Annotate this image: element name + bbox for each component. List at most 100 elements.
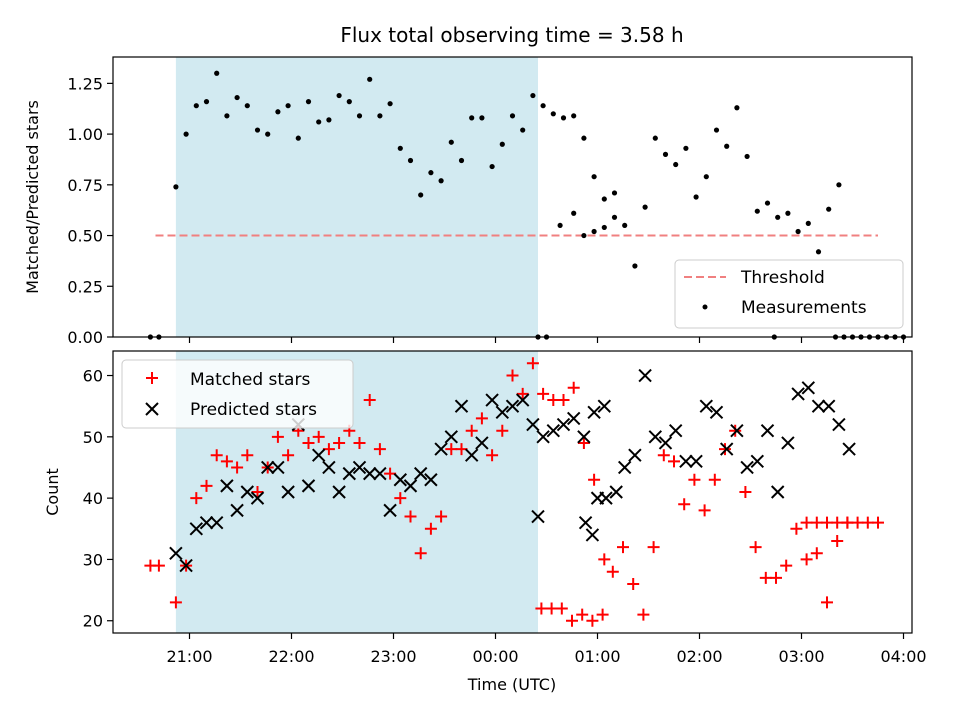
legend-predicted-label: Predicted stars — [190, 400, 317, 420]
y-tick-label: 20 — [83, 612, 103, 631]
predicted-star-point — [719, 442, 734, 456]
y-tick-label: 1.25 — [67, 74, 103, 93]
observing-window-shade — [175, 57, 538, 337]
measurement-point — [224, 113, 230, 119]
matched-star-point — [200, 479, 213, 492]
predicted-star-point — [842, 442, 856, 456]
measurement-point — [244, 103, 250, 109]
matched-star-point — [190, 492, 203, 505]
measurement-point — [336, 92, 342, 99]
predicted-star-point — [240, 485, 255, 499]
matched-star-point — [800, 516, 813, 529]
matched-star-point — [861, 516, 874, 529]
matched-star-point — [384, 467, 397, 480]
bottom-legend-box — [121, 359, 354, 429]
measurement-point — [611, 190, 618, 196]
predicted-star-point — [801, 381, 816, 395]
matched-star-point — [647, 541, 660, 554]
measurement-point — [387, 101, 393, 107]
measurement-point — [254, 127, 261, 133]
matched-star-point — [231, 461, 244, 474]
measurement-point — [479, 115, 485, 121]
matched-star-point — [475, 412, 488, 425]
y-tick-label: 50 — [83, 428, 103, 447]
y-tick-label: 0.00 — [67, 328, 103, 347]
x-tick-label: 04:00 — [880, 647, 926, 666]
predicted-star-point — [342, 466, 357, 481]
predicted-star-point — [362, 466, 377, 481]
predicted-star-point — [260, 460, 275, 475]
predicted-star-point — [709, 405, 724, 420]
matched-star-point — [535, 602, 548, 615]
measurement-point — [173, 184, 179, 190]
measurement-point — [530, 92, 536, 99]
measurement-point — [540, 103, 546, 109]
measurement-point — [214, 70, 220, 76]
measurement-point — [642, 204, 648, 210]
top-legend-box — [674, 259, 904, 329]
matched-star-point — [455, 443, 468, 456]
matched-legend-marker — [146, 372, 158, 384]
predicted-star-point — [424, 473, 438, 487]
predicted-star-point — [609, 485, 623, 499]
top-panel: 0.00 0.25 0.50 0.75 1.00 1.25 Matched/Predict… — [23, 56, 913, 347]
y-tick-label: 30 — [83, 550, 103, 569]
measurement-point — [397, 145, 403, 151]
top-y-axis-label: Matched/Predicted stars — [23, 100, 42, 294]
measurement-point — [557, 222, 563, 229]
matched-star-point — [678, 498, 691, 511]
predicted-star-point — [577, 430, 591, 444]
predicted-star-point — [383, 503, 397, 518]
matched-star-point — [526, 357, 539, 370]
measurement-point — [469, 115, 475, 121]
measurement-point — [438, 178, 444, 184]
predicted-star-point — [444, 430, 459, 444]
matched-star-point — [445, 443, 458, 456]
matched-star-point — [800, 553, 813, 566]
measurement-point — [713, 127, 720, 133]
predicted-star-point — [189, 522, 204, 536]
matched-star-point — [637, 608, 650, 621]
top-axes-frame — [112, 56, 913, 338]
predicted-star-point — [515, 393, 530, 407]
measurement-point — [295, 135, 301, 141]
measurement-point — [622, 222, 628, 229]
measurement-point — [193, 103, 199, 109]
y-tick-label: 1.00 — [67, 125, 103, 144]
predicted-star-point — [393, 473, 408, 487]
predicted-star-point — [281, 485, 295, 499]
matched-star-point — [831, 535, 844, 548]
y-tick-label: 0.75 — [67, 176, 103, 195]
matched-star-point — [577, 436, 590, 449]
predicted-star-point — [505, 399, 520, 413]
measurement-point — [234, 94, 240, 101]
predicted-star-point — [811, 399, 826, 413]
bottom-panel: 20 30 40 50 60 21:00 22:00 23:00 00:00 01:00 02:0… — [43, 350, 927, 694]
matched-star-point — [220, 455, 233, 468]
matched-star-point — [414, 547, 427, 560]
measurement-point — [458, 157, 465, 164]
figure-title: Flux total observing time = 3.58 h — [340, 23, 683, 47]
predicted-star-point — [301, 479, 316, 493]
predicted-star-point — [332, 485, 346, 499]
predicted-star-point — [648, 430, 663, 444]
measurement-point — [418, 192, 424, 198]
matched-star-point — [588, 473, 601, 486]
predicted-star-point — [599, 491, 613, 505]
measurement-point — [683, 145, 689, 151]
measurement-point — [203, 99, 210, 105]
matched-star-point — [210, 449, 223, 462]
matched-star-point — [708, 473, 721, 486]
matched-star-point — [282, 449, 295, 462]
matched-star-point — [810, 516, 823, 529]
matched-star-point — [770, 571, 782, 584]
matched-star-point — [322, 443, 335, 456]
matched-star-point — [698, 504, 711, 517]
measurement-point — [611, 214, 618, 220]
measurement-point — [183, 131, 189, 137]
predicted-star-point — [322, 460, 336, 475]
measurement-point — [764, 200, 771, 206]
predicted-star-point — [454, 399, 469, 413]
matched-star-point — [657, 449, 670, 462]
